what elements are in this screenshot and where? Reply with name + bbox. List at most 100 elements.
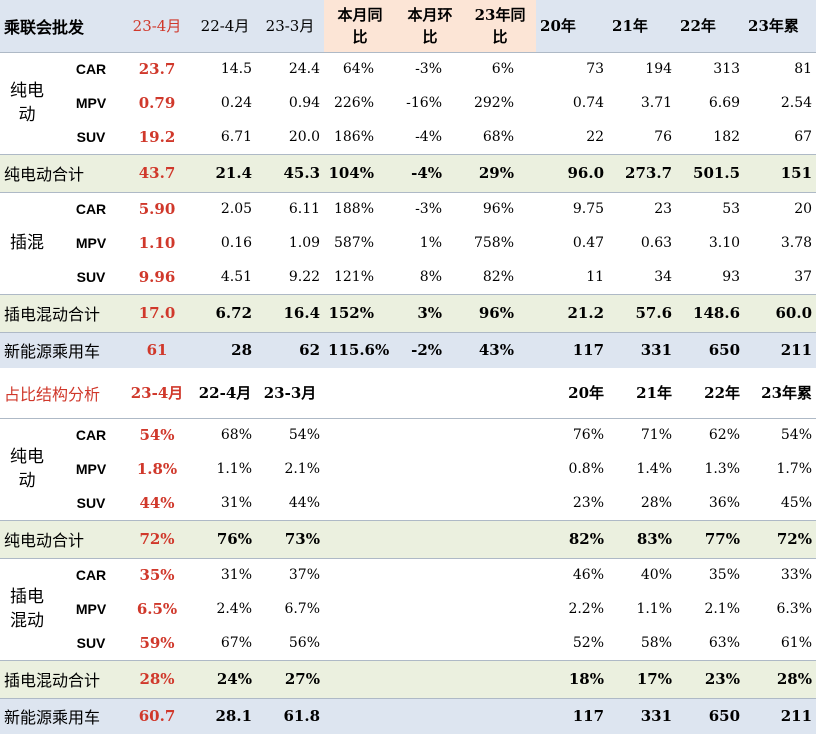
value-cell: 73: [536, 51, 609, 86]
label-line: 插混: [10, 233, 44, 253]
value-cell: 758%: [473, 235, 515, 251]
value-cell: 24%: [194, 659, 257, 698]
value-cell: 18%: [536, 659, 609, 698]
value-cell: 0.16: [220, 235, 253, 251]
table-row: 插电 混动 CAR 35% 31% 37% 46% 40% 35% 33%: [0, 557, 816, 660]
value-cell: 61.8: [256, 697, 325, 734]
value-cell: 115.6%: [324, 331, 397, 368]
value-cell: 37%: [256, 557, 325, 592]
value-cell: 63%: [708, 634, 741, 651]
value-cell: 76%: [194, 519, 257, 558]
total-label: 新能源乘用车: [0, 697, 121, 734]
value-cell: -3%: [396, 51, 465, 86]
empty-cell: [324, 592, 536, 626]
value-cell: 0.8%: [568, 461, 605, 477]
value-cell: -16%: [406, 95, 443, 111]
empty-cell: [324, 486, 536, 520]
subtotal-label: 插电混动合计: [0, 659, 121, 698]
empty-cell: [324, 519, 537, 558]
value-cell: 96%: [464, 293, 537, 332]
value-cell: 23: [608, 191, 677, 226]
value-cell: 73%: [256, 519, 325, 558]
value-cell: 501.5: [676, 153, 745, 192]
label-line: 混动: [10, 611, 44, 631]
value-cell: 68%: [194, 417, 257, 452]
value-cell: 194: [608, 51, 677, 86]
empty-cell: [324, 452, 536, 486]
value-cell: 14.5: [194, 51, 257, 86]
value-cell: 211: [744, 697, 816, 734]
label-line: 比: [422, 27, 438, 46]
model-type: SUV: [76, 268, 106, 285]
value-cell: 151: [744, 153, 816, 192]
value-cell: 40%: [608, 557, 677, 592]
value-cell: 3%: [396, 293, 465, 332]
value-cell: 67: [794, 128, 813, 145]
current-value: 44%: [139, 493, 175, 512]
group-label: 插电 混动: [0, 557, 62, 660]
value-cell: 121%: [333, 268, 375, 285]
model-type: CAR: [62, 557, 121, 592]
column-header: 本月环比: [396, 0, 465, 52]
current-value: 19.2: [138, 127, 176, 146]
value-cell: 6.69: [708, 95, 741, 111]
column-header: 23年同比: [464, 0, 537, 52]
label-line: 动: [18, 471, 36, 491]
header-row: 占比结构分析 23-4月 22-4月 23-3月 20年 21年 22年 23年累: [0, 368, 816, 418]
value-cell: 71%: [608, 417, 677, 452]
value-cell: 28.1: [194, 697, 257, 734]
value-cell: 650: [676, 697, 745, 734]
table-row: SUV 59% 67% 56% 52% 58% 63% 61%: [0, 626, 816, 660]
value-cell: 104%: [324, 153, 397, 192]
value-cell: 43%: [464, 331, 537, 368]
value-cell: 0.47: [572, 235, 605, 251]
value-cell: 22: [586, 128, 605, 145]
empty-cell: [324, 368, 536, 418]
value-cell: 2.54: [780, 95, 813, 111]
value-cell: 1.3%: [704, 461, 741, 477]
value-cell: 62%: [676, 417, 745, 452]
column-header: 23-4月: [120, 0, 195, 52]
value-cell: 62: [256, 331, 325, 368]
table-row: MPV 1.8% 1.1% 2.1% 0.8% 1.4% 1.3% 1.7%: [0, 452, 816, 486]
value-cell: 28%: [744, 659, 816, 698]
value-cell: 31%: [194, 557, 257, 592]
empty-cell: [324, 626, 536, 660]
section-title: 乘联会批发: [0, 0, 121, 52]
value-cell: 28%: [640, 494, 673, 511]
label-line: 本月环: [407, 5, 453, 24]
value-cell: 6.7%: [284, 601, 321, 617]
value-cell: 188%: [324, 191, 397, 226]
value-cell: 96.0: [536, 153, 609, 192]
value-cell: 34: [654, 268, 673, 285]
current-value: 59%: [139, 633, 175, 652]
current-value: 28%: [120, 659, 195, 698]
value-cell: 16.4: [256, 293, 325, 332]
value-cell: 46%: [536, 557, 609, 592]
current-value: 5.90: [120, 191, 195, 226]
value-cell: 77%: [676, 519, 745, 558]
value-cell: 6.3%: [776, 601, 813, 617]
value-cell: 2.4%: [216, 601, 253, 617]
current-value: 72%: [120, 519, 195, 558]
current-value: 6.5%: [136, 600, 178, 618]
value-cell: 0.63: [640, 235, 673, 251]
column-header: 20年: [536, 0, 609, 52]
current-value: 43.7: [120, 153, 195, 192]
model-type: CAR: [62, 417, 121, 452]
column-header: 23-3月: [263, 384, 317, 403]
current-value: 1.10: [138, 234, 176, 252]
model-type: MPV: [75, 95, 107, 111]
value-cell: 6.72: [194, 293, 257, 332]
value-cell: 152%: [324, 293, 397, 332]
group-label: 纯电动: [0, 417, 62, 520]
value-cell: 28: [194, 331, 257, 368]
value-cell: -4%: [415, 128, 443, 145]
total-row: 新能源乘用车 60.7 28.1 61.8 117 331 650 211: [0, 697, 816, 734]
column-header: 23-3月: [256, 0, 325, 52]
current-value: 54%: [120, 417, 195, 452]
value-cell: 82%: [536, 519, 609, 558]
column-header: 本月同比: [324, 0, 397, 52]
value-cell: 313: [676, 51, 745, 86]
